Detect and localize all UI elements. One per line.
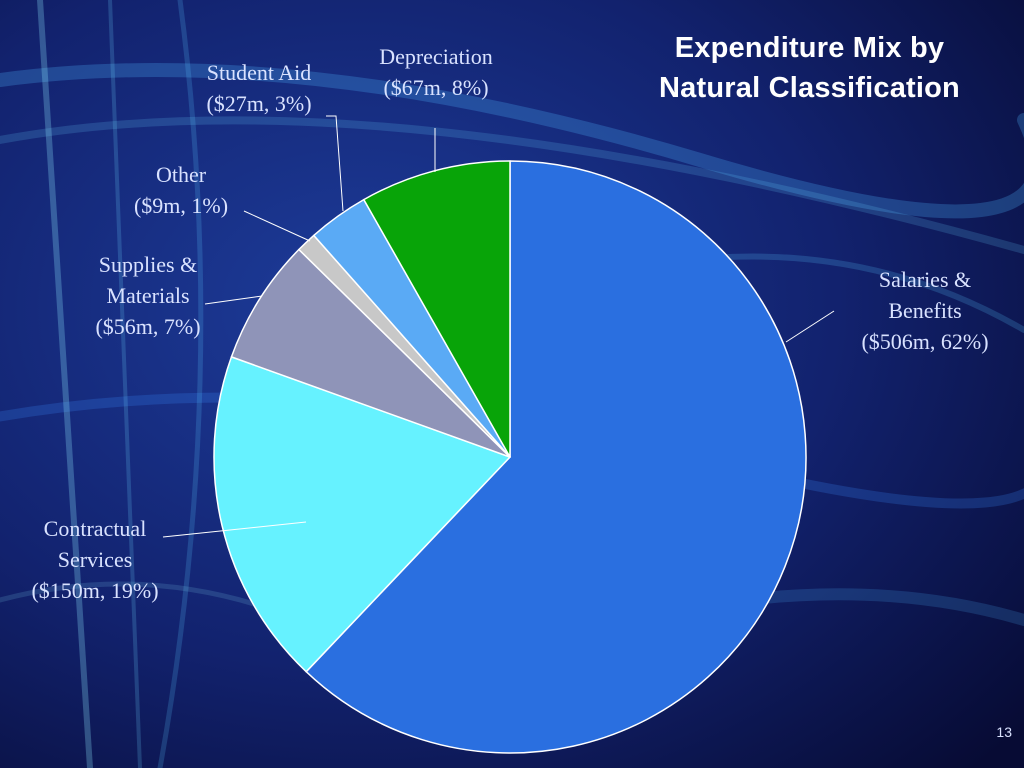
slice-name-line: Other	[155, 162, 207, 187]
slice-name-line: Salaries &	[878, 267, 972, 292]
chart-title-line-2: Natural Classification	[659, 72, 960, 104]
slice-value-label: ($150m, 19%)	[31, 578, 159, 603]
label-supplies-materials: Supplies & Materials ($56m, 7%)	[66, 249, 230, 342]
slice-name-line: Depreciation	[379, 44, 493, 69]
pie-slice-depreciation	[363, 160, 511, 458]
leader-line-student-aid	[326, 115, 344, 212]
slice-value-label: ($27m, 3%)	[206, 91, 312, 116]
pie-slice-supplies-materials	[230, 248, 511, 458]
page-number: 13	[996, 724, 1012, 740]
label-salaries-benefits: Salaries & Benefits ($506m, 62%)	[836, 264, 1014, 357]
leader-lines	[162, 115, 835, 538]
slice-value-label: ($9m, 1%)	[133, 193, 229, 218]
slice-value-label: ($506m, 62%)	[861, 329, 989, 354]
chart-title-line-1: Expenditure Mix by	[674, 32, 945, 64]
slice-name-line: Materials	[106, 283, 190, 308]
label-other: Other ($9m, 1%)	[108, 159, 254, 221]
leader-line-supplies-materials	[204, 295, 263, 305]
leader-line-contractual-services	[162, 521, 307, 538]
label-depreciation: Depreciation ($67m, 8%)	[356, 41, 516, 103]
slice-name-line: Student Aid	[206, 60, 312, 85]
label-contractual-services: Contractual Services ($150m, 19%)	[4, 513, 186, 606]
pie-slice-contractual-services	[213, 356, 511, 673]
label-student-aid: Student Aid ($27m, 3%)	[184, 57, 334, 119]
pie-slice-salaries-benefits	[305, 160, 807, 754]
slice-value-label: ($67m, 8%)	[383, 75, 489, 100]
leader-line-salaries-benefits	[785, 310, 835, 343]
pie-chart	[213, 160, 807, 754]
chart-title: Expenditure Mix by Natural Classificatio…	[612, 28, 1007, 108]
leader-line-other	[243, 210, 311, 242]
slice-name-line: Services	[57, 547, 133, 572]
slice-name-line: Contractual	[43, 516, 147, 541]
slice-name-line: Supplies &	[98, 252, 198, 277]
slice-value-label: ($56m, 7%)	[95, 314, 201, 339]
slice-name-line: Benefits	[888, 298, 962, 323]
